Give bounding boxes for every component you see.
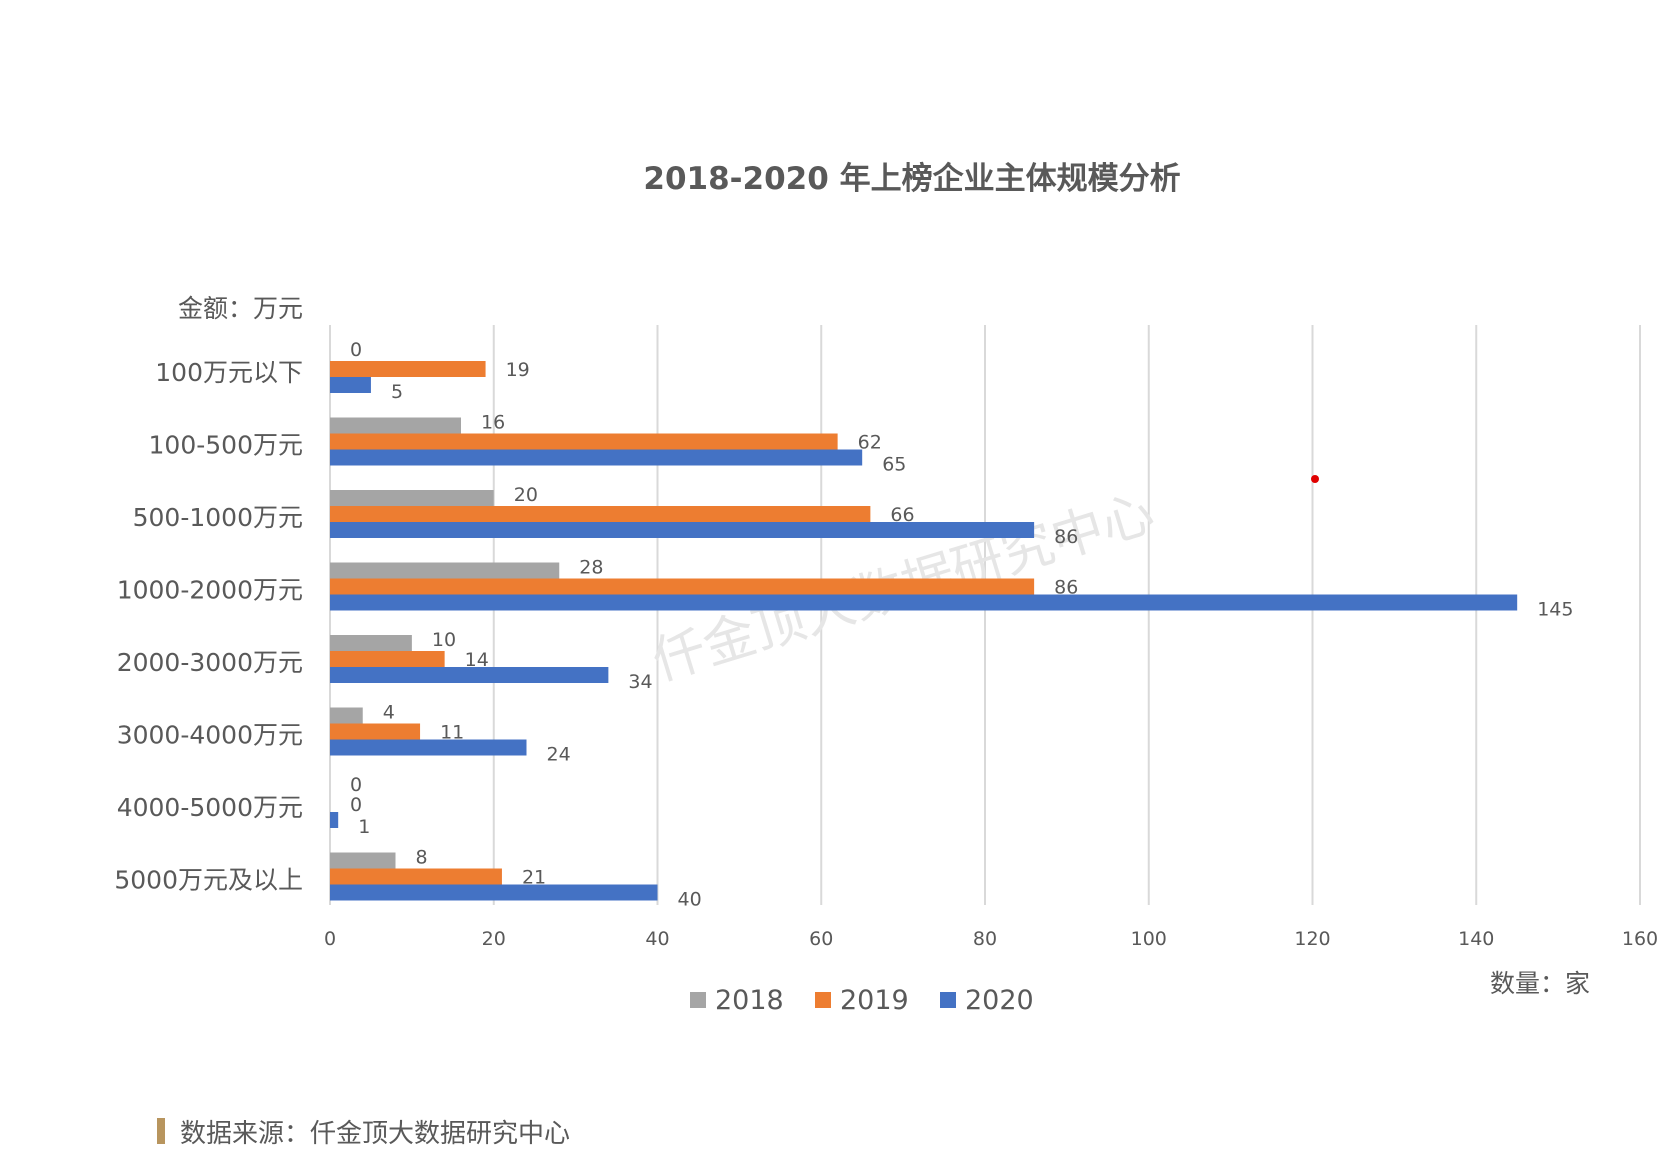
bar-2019: [330, 361, 486, 377]
bar-2019: [330, 651, 445, 667]
legend-swatch: [815, 992, 831, 1008]
data-label: 86: [1054, 577, 1078, 599]
data-label: 10: [432, 629, 456, 651]
category-label: 500-1000万元: [133, 503, 303, 532]
bar-2018: [330, 562, 560, 579]
data-label: 5: [391, 381, 403, 403]
bar-2020: [330, 739, 527, 756]
x-tick-label: 60: [809, 928, 833, 950]
bars: [330, 361, 1518, 901]
source-text: 数据来源：仟金顶大数据研究中心: [180, 1119, 570, 1149]
category-label: 100万元以下: [155, 358, 303, 387]
legend-label: 2019: [840, 985, 909, 1016]
category-label: 5000万元及以上: [114, 866, 303, 895]
category-label: 4000-5000万元: [117, 793, 303, 822]
data-label: 0: [350, 774, 362, 796]
data-label: 16: [481, 412, 505, 434]
x-tick-label: 140: [1458, 928, 1494, 950]
bar-2019: [330, 723, 421, 740]
data-label: 24: [547, 744, 571, 766]
bar-2018: [330, 417, 461, 434]
legend-swatch: [690, 992, 706, 1008]
data-label: 0: [350, 339, 362, 361]
legend-label: 2020: [965, 985, 1034, 1016]
data-label: 86: [1054, 526, 1078, 548]
x-unit-label: 数量：家: [1490, 969, 1590, 998]
data-label: 65: [882, 454, 906, 476]
bar-2020: [330, 377, 371, 393]
data-label: 28: [579, 557, 603, 579]
x-tick-label: 40: [645, 928, 669, 950]
chart-title: 2018-2020 年上榜企业主体规模分析: [643, 161, 1180, 197]
category-label: 2000-3000万元: [117, 648, 303, 677]
data-label: 0: [350, 794, 362, 816]
y-unit-label: 金额：万元: [178, 294, 303, 323]
x-tick-label: 20: [482, 928, 506, 950]
data-labels: 0195166265206686288614510143441124001821…: [350, 339, 1573, 911]
x-tick-label: 80: [973, 928, 997, 950]
data-label: 21: [522, 867, 546, 889]
category-label: 3000-4000万元: [117, 721, 303, 750]
category-label: 100-500万元: [149, 431, 303, 460]
x-tick-label: 100: [1131, 928, 1167, 950]
source-marker: [157, 1118, 165, 1144]
data-label: 11: [440, 722, 464, 744]
bar-2020: [330, 522, 1035, 538]
legend-label: 2018: [715, 985, 784, 1016]
category-label: 1000-2000万元: [117, 576, 303, 605]
data-label: 4: [383, 702, 395, 724]
bar-2019: [330, 578, 1035, 595]
bar-2020: [330, 667, 609, 683]
bar-2020: [330, 812, 339, 828]
x-tick-label: 120: [1294, 928, 1330, 950]
x-tick-label: 0: [324, 928, 336, 950]
bar-2020: [330, 449, 863, 466]
data-label: 1: [358, 816, 370, 838]
data-label: 62: [858, 432, 882, 454]
bar-2019: [330, 506, 871, 522]
bar-2018: [330, 707, 363, 724]
x-axis-ticks: 0 20 40 60 80 100 120 140 160: [324, 928, 1658, 950]
bar-2019: [330, 868, 502, 885]
data-label: 19: [506, 359, 530, 381]
bar-2018: [330, 852, 396, 869]
bar-2019: [330, 433, 838, 450]
bar-2020: [330, 594, 1518, 611]
legend-swatch: [940, 992, 956, 1008]
data-label: 34: [628, 671, 652, 693]
red-dot-marker: [1311, 475, 1319, 483]
data-label: 20: [514, 484, 538, 506]
data-label: 145: [1537, 599, 1573, 621]
data-label: 40: [678, 889, 702, 911]
category-labels: 100万元以下 100-500万元 500-1000万元 1000-2000万元 200…: [114, 358, 303, 895]
bar-2018: [330, 635, 412, 651]
bar-2018: [330, 490, 494, 506]
data-label: 66: [890, 504, 914, 526]
legend: 2018 2019 2020: [690, 985, 1034, 1016]
gridlines: [329, 325, 1641, 905]
x-tick-label: 160: [1622, 928, 1658, 950]
data-label: 14: [465, 649, 489, 671]
bar-2020: [330, 884, 658, 901]
data-label: 8: [416, 847, 428, 869]
